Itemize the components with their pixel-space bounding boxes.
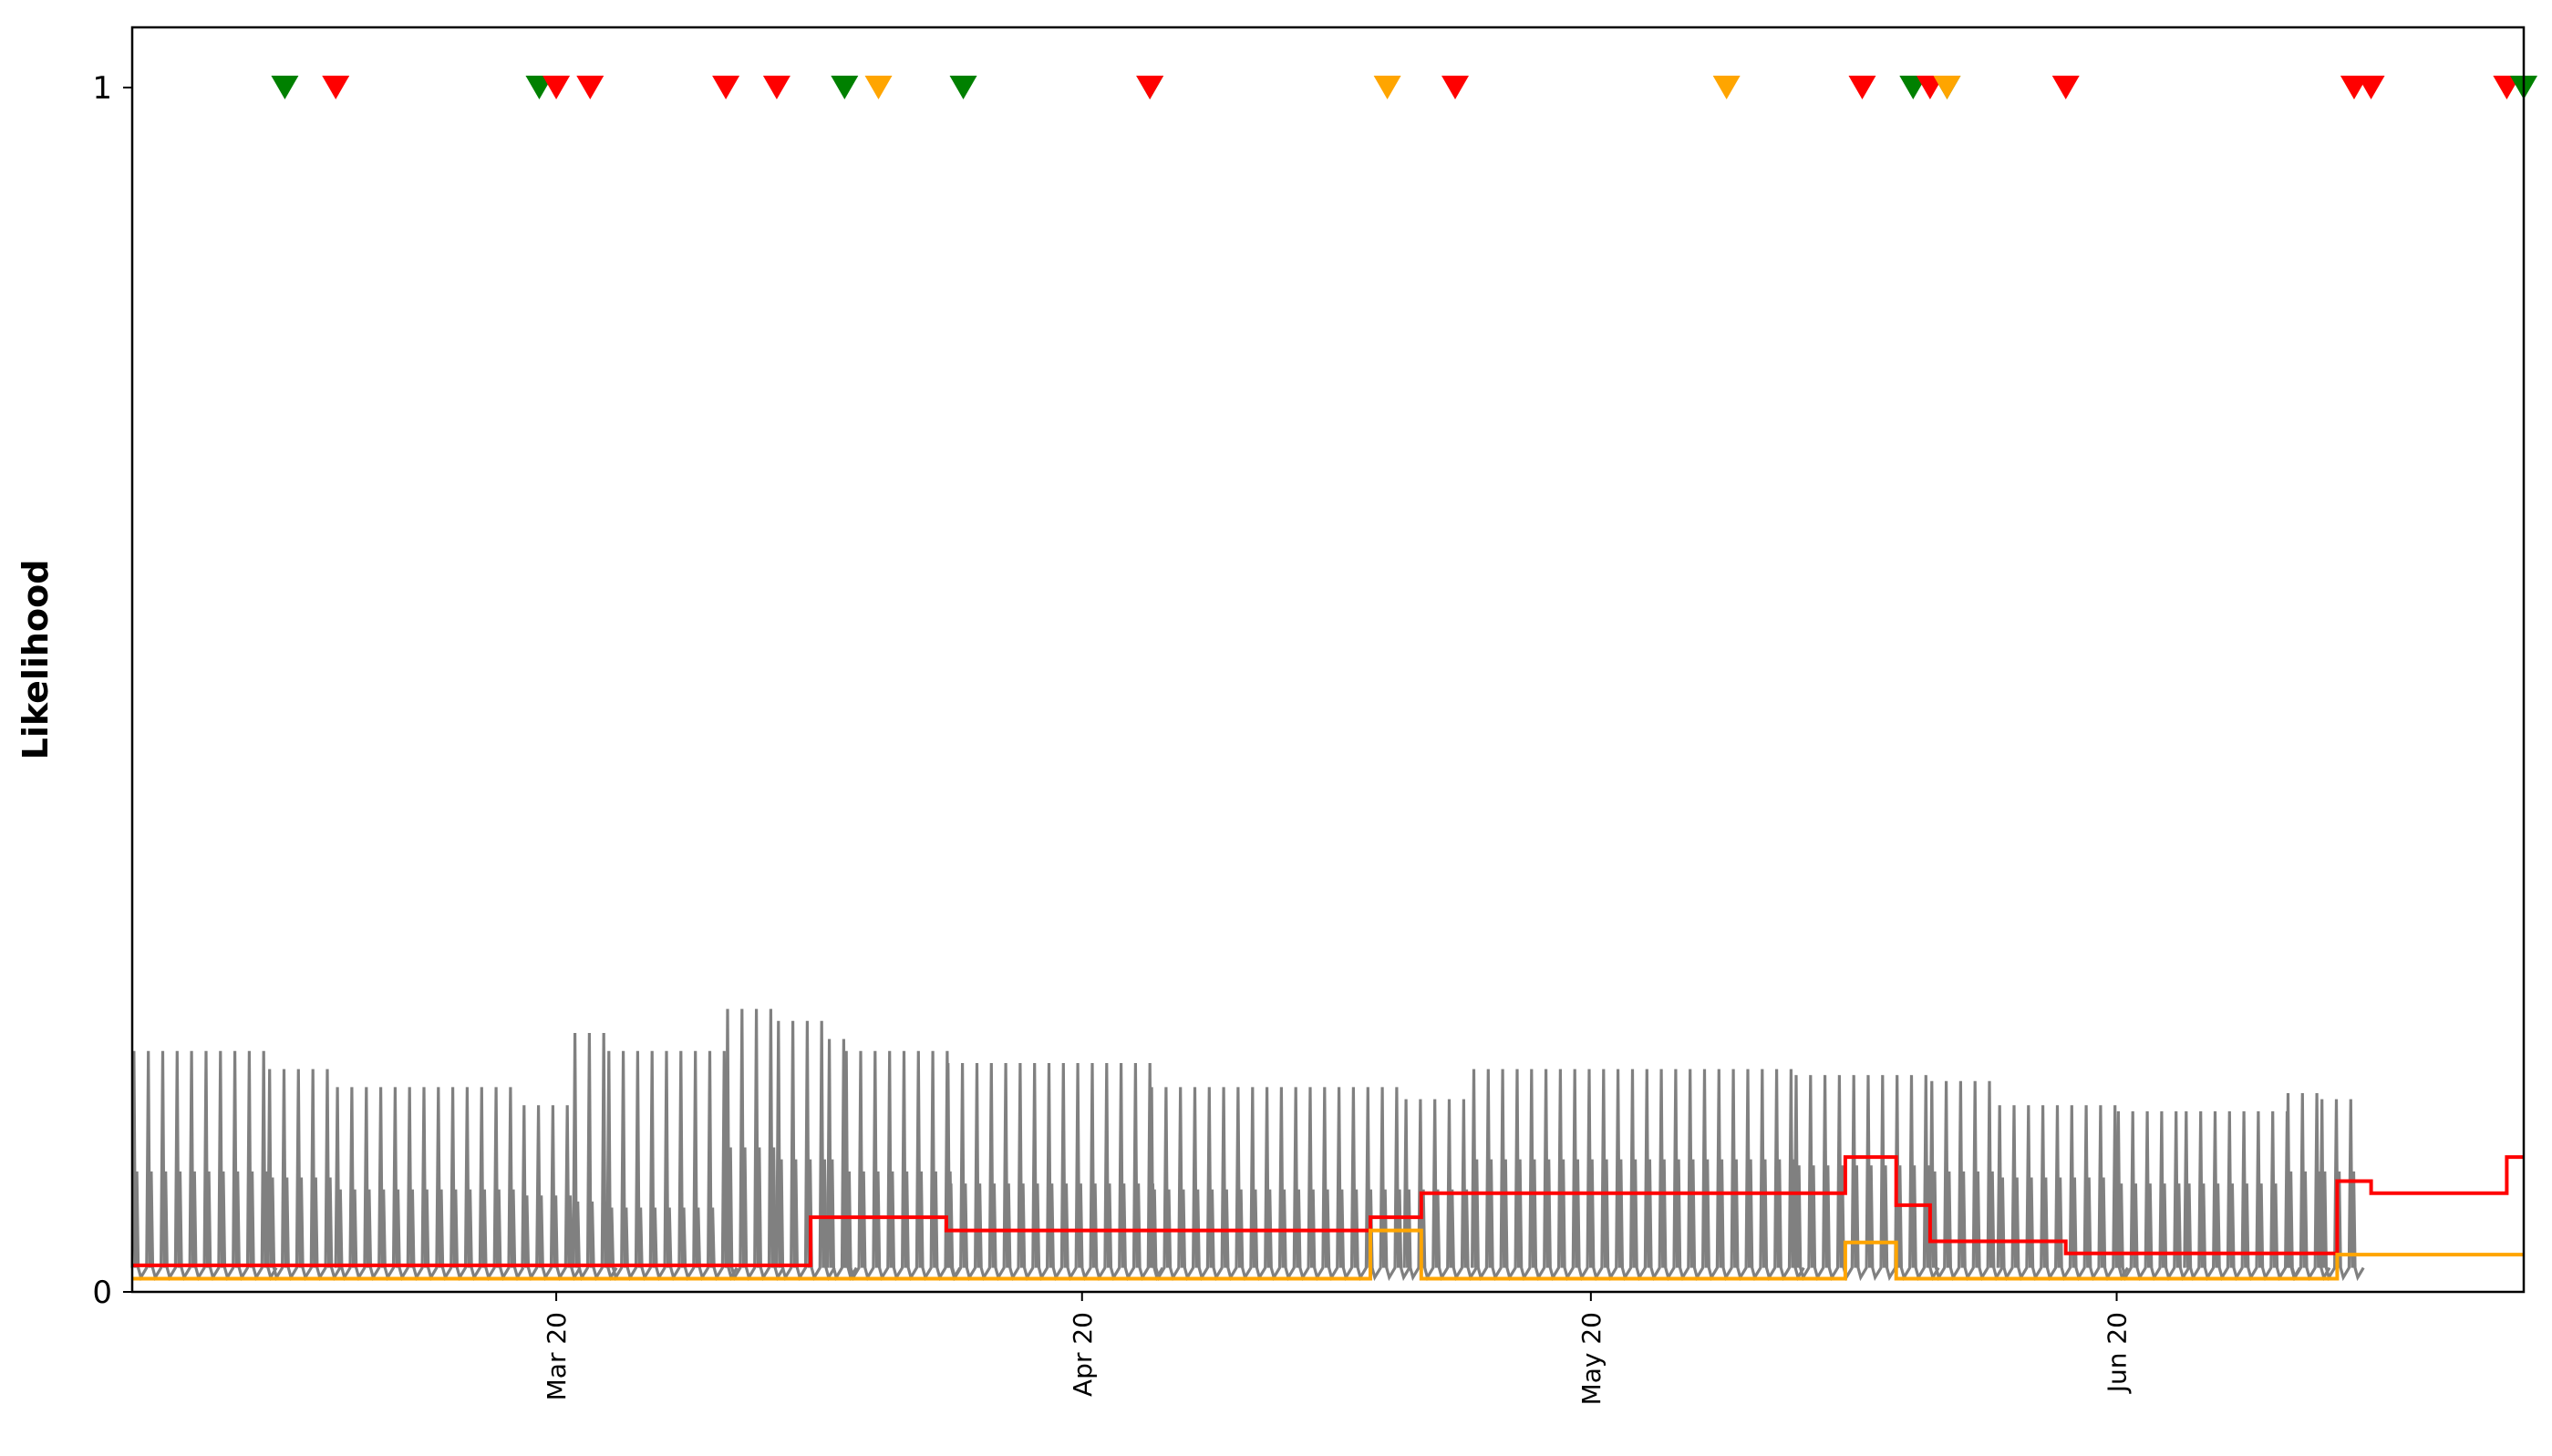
event-marker-0 (271, 76, 299, 100)
series-line-0 (132, 1155, 2524, 1267)
event-marker-11 (1136, 76, 1164, 100)
plot-frame (130, 26, 2526, 1294)
oscillation-segment-10 (945, 1062, 1164, 1282)
x-tick-label-2: May 20 (1576, 1312, 1607, 1405)
oscillation-segment-13 (1471, 1069, 1805, 1282)
event-marker-7 (831, 76, 859, 100)
oscillation-segment-11 (1148, 1087, 1411, 1282)
oscillation-segment-18 (2183, 1110, 2301, 1282)
event-marker-8 (864, 76, 893, 100)
event-marker-14 (1712, 76, 1741, 100)
series-line-1 (132, 1228, 2524, 1281)
x-tick-label-3: Jun 20 (2103, 1312, 2133, 1394)
event-marker-1 (322, 76, 350, 100)
oscillation-segment-0 (130, 1050, 278, 1282)
oscillation-segment-16 (1996, 1105, 2129, 1282)
oscillation-segment-9 (842, 1050, 962, 1282)
event-marker-19 (1933, 76, 1961, 100)
event-marker-23 (2357, 76, 2385, 100)
event-markers (271, 76, 2537, 100)
oscillation-segment-7 (775, 1020, 836, 1282)
event-marker-3 (542, 76, 571, 100)
event-marker-15 (1848, 76, 1876, 100)
oscillation-segment-5 (605, 1050, 739, 1282)
oscillation-segment-1 (266, 1069, 342, 1282)
axes: 0 1 Mar 20 Apr 20 May 20 Jun 20 (92, 70, 2132, 1405)
oscillation-segment-15 (1928, 1080, 2004, 1282)
event-marker-20 (2051, 76, 2080, 100)
event-marker-12 (1373, 76, 1401, 100)
event-marker-4 (576, 76, 604, 100)
y-axis-label: Likelihood (15, 560, 56, 760)
event-marker-13 (1441, 76, 1470, 100)
event-marker-9 (949, 76, 977, 100)
oscillation-layer (130, 1008, 2365, 1282)
oscillation-segment-12 (1402, 1099, 1478, 1282)
y-tick-label-1: 1 (92, 70, 112, 107)
series-layer (132, 1155, 2524, 1281)
event-marker-6 (762, 76, 790, 100)
oscillation-segment-2 (334, 1087, 525, 1282)
x-tick-label-1: Apr 20 (1068, 1312, 1098, 1397)
x-tick-label-0: Mar 20 (542, 1312, 572, 1400)
event-marker-5 (712, 76, 740, 100)
oscillation-segment-3 (521, 1105, 582, 1282)
oscillation-segment-19 (2285, 1092, 2331, 1282)
oscillation-segment-8 (826, 1038, 858, 1282)
oscillation-segment-6 (724, 1008, 785, 1282)
oscillation-segment-14 (1793, 1075, 1940, 1282)
oscillation-segment-20 (2319, 1099, 2365, 1282)
y-tick-label-0: 0 (92, 1275, 112, 1311)
